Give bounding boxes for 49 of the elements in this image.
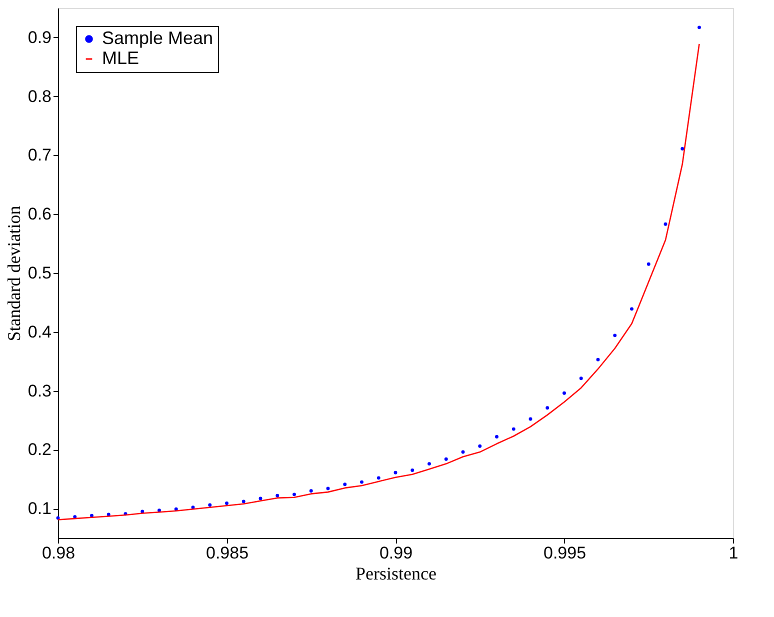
point bbox=[410, 468, 414, 472]
point bbox=[613, 334, 617, 338]
y-tick-label: 0.3 bbox=[28, 381, 52, 400]
point bbox=[276, 494, 280, 498]
point bbox=[242, 500, 246, 504]
x-tick-label: 1 bbox=[728, 544, 738, 562]
point bbox=[461, 450, 465, 454]
point bbox=[630, 307, 634, 311]
point bbox=[360, 480, 364, 484]
x-tick-label: 0.98 bbox=[42, 544, 76, 562]
point bbox=[309, 489, 313, 493]
point bbox=[646, 262, 650, 266]
point bbox=[562, 391, 566, 395]
point bbox=[698, 26, 701, 30]
point bbox=[258, 496, 262, 500]
point bbox=[528, 417, 532, 421]
y-axis-title: Standard deviation bbox=[4, 206, 24, 342]
point bbox=[546, 406, 550, 410]
point bbox=[428, 462, 431, 466]
point bbox=[444, 457, 448, 461]
point bbox=[495, 434, 498, 438]
legend-label: Sample Mean bbox=[102, 28, 214, 48]
point bbox=[664, 222, 668, 226]
point bbox=[579, 376, 583, 380]
y-tick-label: 0.5 bbox=[28, 264, 52, 282]
point bbox=[343, 482, 347, 486]
x-tick-label: 0.985 bbox=[206, 544, 249, 562]
point bbox=[376, 476, 380, 480]
point bbox=[326, 486, 330, 490]
y-tick-label: 0.9 bbox=[28, 28, 52, 47]
x-axis-title: Persistence bbox=[356, 564, 436, 584]
point bbox=[596, 358, 600, 362]
y-tick-label: 0.6 bbox=[28, 204, 52, 224]
point bbox=[478, 444, 482, 448]
point bbox=[225, 502, 228, 505]
y-tick-label: 0.1 bbox=[28, 499, 52, 518]
point bbox=[208, 503, 212, 507]
legend-label: MLE bbox=[102, 48, 140, 68]
y-tick-label: 0.8 bbox=[28, 86, 52, 106]
y-tick-label: 0.7 bbox=[28, 146, 52, 165]
point bbox=[394, 470, 398, 474]
y-tick-label: 0.4 bbox=[28, 322, 52, 342]
x-tick-label: 0.99 bbox=[379, 544, 413, 562]
y-tick-label: 0.2 bbox=[28, 440, 52, 460]
x-tick-label: 0.995 bbox=[543, 544, 586, 562]
point bbox=[158, 508, 161, 512]
point bbox=[680, 147, 684, 150]
point bbox=[512, 427, 516, 431]
point bbox=[292, 492, 296, 496]
